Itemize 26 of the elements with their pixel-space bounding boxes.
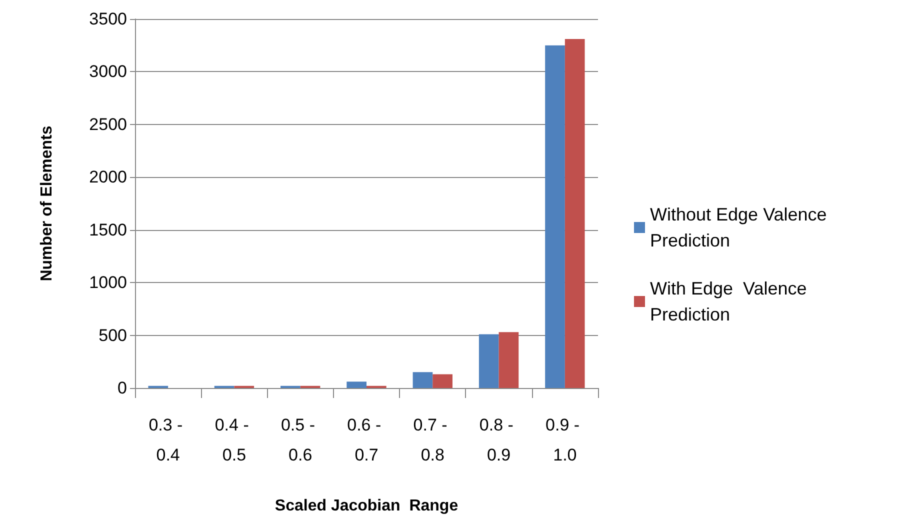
bar [412,372,433,388]
bar [346,382,366,388]
y-tick-label: 2500 [89,114,127,134]
y-axis-title: Number of Elements [38,126,56,282]
bar [478,334,499,388]
y-tick-label: 0 [118,378,127,398]
x-tick-label: 0.8 - 0.9 [479,416,518,464]
bar [432,374,452,388]
bar [545,45,565,388]
x-tick-label: 0.5 - 0.6 [280,416,320,464]
y-tick-label: 500 [98,326,127,345]
bar [564,39,585,388]
x-tick-label: 0.3 - 0.4 [148,416,188,464]
x-tick-label: 0.4 - 0.5 [214,416,254,464]
y-tick-label: 2000 [89,168,127,187]
y-tick-label: 1000 [89,273,127,292]
legend-label: Without Edge Valence Prediction [650,204,832,250]
y-tick-label: 3500 [89,10,127,28]
y-tick-label: 1500 [89,220,127,240]
x-tick-label: 0.9 - 1.0 [546,416,584,464]
x-axis-title: Scaled Jacobian Range [274,498,458,514]
y-tick-label: 3000 [89,62,127,82]
x-tick-label: 0.6 - 0.7 [347,416,386,464]
legend-label: With Edge Valence Prediction [650,278,812,324]
x-tick-label: 0.7 - 0.8 [413,416,452,464]
bar [498,332,519,388]
